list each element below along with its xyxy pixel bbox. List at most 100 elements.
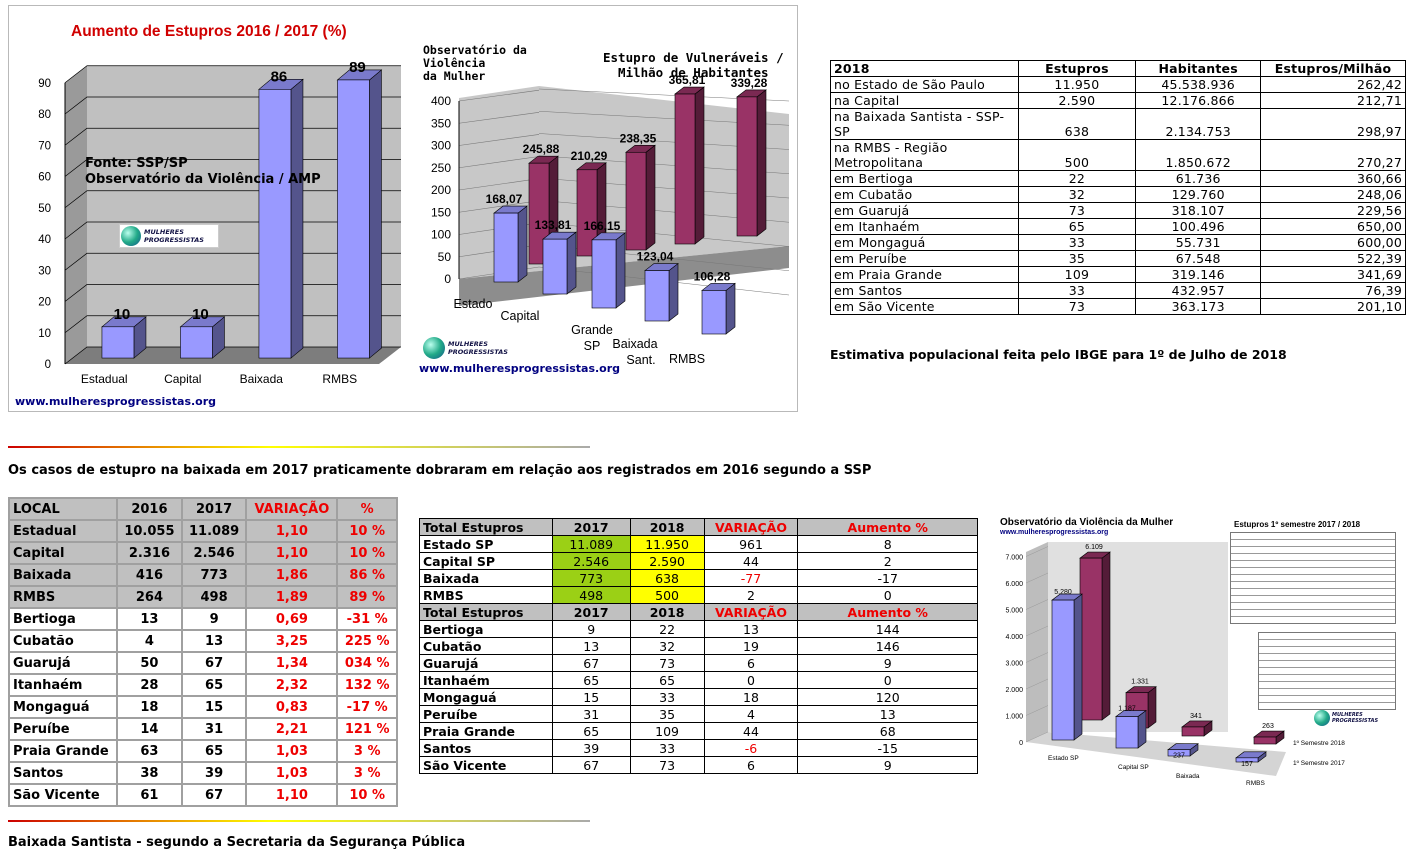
chart1-ytick: 10	[38, 328, 51, 340]
chart3-ytick: 6.000	[1005, 581, 1023, 588]
chart3-data-label: 1.331	[1131, 679, 1149, 686]
local-cell: 10.055	[116, 519, 183, 543]
stats-cell: 32	[1017, 186, 1137, 203]
chart2-title-left-2: Violência	[423, 56, 486, 70]
local-cell: 2,32	[245, 673, 339, 697]
chart2-title-left-1: Observatório da	[423, 43, 527, 57]
chart3-inset-table2	[1258, 632, 1396, 710]
chart3-bar-back	[1181, 720, 1213, 737]
local-cell: 67	[180, 651, 248, 675]
local-header-cell: 2017	[180, 497, 248, 521]
stats-place: em São Vicente	[830, 298, 1019, 315]
local-table: LOCAL 2016 2017 VARIAÇÃO% Estadual 10.055 11.0…	[7, 497, 398, 807]
chart2-data-label: 106,28	[694, 269, 731, 283]
ssp-cell: 32	[629, 637, 705, 655]
stats-place: em Bertioga	[830, 170, 1019, 187]
ssp-cell: 2.590	[629, 552, 705, 570]
local-header-cell: 2016	[116, 497, 183, 521]
stats-cell: 1.850.672	[1135, 139, 1262, 171]
chart2-data-label: 365,81	[669, 73, 706, 87]
ssp-row: Guarujá 67 73 6 9	[419, 654, 978, 672]
chart3-gridline	[1025, 546, 1049, 557]
local-place: Baixada	[7, 563, 119, 587]
stats-header-row: 2018 Estupros Habitantes Estupros/Milhão	[830, 60, 1406, 77]
ssp-row: Cubatão 13 32 19 146	[419, 637, 978, 655]
stats-row: em Santos 33 432.957 76,39	[830, 282, 1406, 299]
stats-header-cell: 2018	[830, 60, 1019, 77]
chart2-url[interactable]: www.mulheresprogressistas.org	[419, 362, 621, 375]
chart2-xtick: Sant.	[626, 353, 655, 367]
stats-cell: 11.950	[1017, 76, 1137, 93]
stats-row: em Praia Grande 109 319.146 341,69	[830, 266, 1406, 283]
stats-row: em Peruíbe 35 67.548 522,39	[830, 250, 1406, 267]
ssp-row: Praia Grande 65 109 44 68	[419, 722, 978, 740]
ssp-cell: 8	[797, 535, 978, 553]
local-cell: 498	[180, 585, 248, 609]
divider-top	[8, 446, 590, 448]
chart3-bar-front	[1235, 751, 1267, 763]
ssp-cell: 9	[551, 620, 631, 638]
local-row: Itanhaém 28 65 2,32 132 %	[7, 673, 398, 697]
chart2-xtick: SP	[584, 339, 601, 353]
chart3-ytick: 5.000	[1005, 608, 1023, 615]
logo-line2: PROGRESSISTAS	[448, 348, 508, 356]
stats-cell: 432.957	[1135, 282, 1262, 299]
chart3-legend-front: 1º Semestre 2017	[1293, 760, 1345, 767]
chart3-ytick: 4.000	[1005, 634, 1023, 641]
ssp-place: Estado SP	[419, 535, 553, 553]
stats-cell: 67.548	[1135, 250, 1262, 267]
ssp-cell: 0	[797, 586, 978, 604]
chart2-bar-front	[701, 282, 736, 335]
local-cell: 65	[180, 739, 248, 763]
chart3-url[interactable]: www.mulheresprogressistas.org	[999, 529, 1108, 536]
ssp-cell: 2	[797, 552, 978, 570]
chart3-bar-front	[1051, 593, 1083, 741]
local-cell: 11.089	[180, 519, 248, 543]
local-cell: 3 %	[336, 739, 398, 763]
chart1-panel: Aumento de Estupros 2016 / 2017 (%) 0 10 2…	[8, 5, 798, 412]
ssp-cell: 2	[703, 586, 799, 604]
chart1-source: Fonte: SSP/SP Observatório da Violência …	[85, 156, 321, 188]
stats-cell: 2.134.753	[1135, 108, 1262, 140]
stats-cell: 33	[1017, 234, 1137, 251]
stats-cell: 2.590	[1017, 92, 1137, 109]
ssp-row: Peruíbe 31 35 4 13	[419, 705, 978, 723]
chart2-ytick: 300	[431, 139, 451, 153]
chart1-floor	[65, 347, 401, 364]
local-place: Bertioga	[7, 607, 119, 631]
ssp-header-cell: Aumento %	[797, 518, 978, 536]
ssp-row: Santos 39 33 -6 -15	[419, 739, 978, 757]
stats-row: em Itanhaém 65 100.496 650,00	[830, 218, 1406, 235]
stats-place: em Praia Grande	[830, 266, 1019, 283]
local-cell: 15	[180, 695, 248, 719]
chart3-gridline	[1025, 599, 1049, 610]
stats-cell: 61.736	[1135, 170, 1262, 187]
ssp-cell: 65	[551, 722, 631, 740]
chart1-bar	[179, 316, 226, 359]
local-cell: 28	[116, 673, 183, 697]
chart1-ytick: 60	[38, 172, 51, 184]
local-cell: 121 %	[336, 717, 398, 741]
chart3-inset-title: Estupros 1º semestre 2017 / 2018	[1234, 520, 1361, 529]
stats-row: em Mongaguá 33 55.731 600,00	[830, 234, 1406, 251]
ssp-cell: 65	[551, 671, 631, 689]
stats-cell: 129.760	[1135, 186, 1262, 203]
chart2-ytick: 50	[438, 250, 452, 264]
ssp-cell: 773	[551, 569, 631, 587]
chart1-url[interactable]: www.mulheresprogressistas.org	[15, 395, 217, 408]
chart1-bar	[258, 78, 304, 359]
ssp-cell: 4	[703, 705, 799, 723]
chart3-ytick: 7.000	[1005, 555, 1023, 562]
chart2-bar-back	[674, 86, 705, 245]
globe-icon	[121, 226, 141, 246]
ssp-row: Itanhaém 65 65 0 0	[419, 671, 978, 689]
ssp-header-row: Total Estupros 2017 2018 VARIAÇÃO Aumento %	[419, 603, 978, 621]
chart3-ytick: 3.000	[1005, 661, 1023, 668]
chart3-svg: Observatório da Violência da Mulher www.…	[999, 517, 1361, 787]
chart2-bar-back	[625, 144, 656, 251]
local-row: RMBS 264 498 1,89 89 %	[7, 585, 398, 609]
local-header-cell: VARIAÇÃO	[245, 497, 339, 521]
ssp-header-cell: 2017	[551, 603, 631, 621]
stats-cell: 55.731	[1135, 234, 1262, 251]
ssp-cell: -15	[797, 739, 978, 757]
